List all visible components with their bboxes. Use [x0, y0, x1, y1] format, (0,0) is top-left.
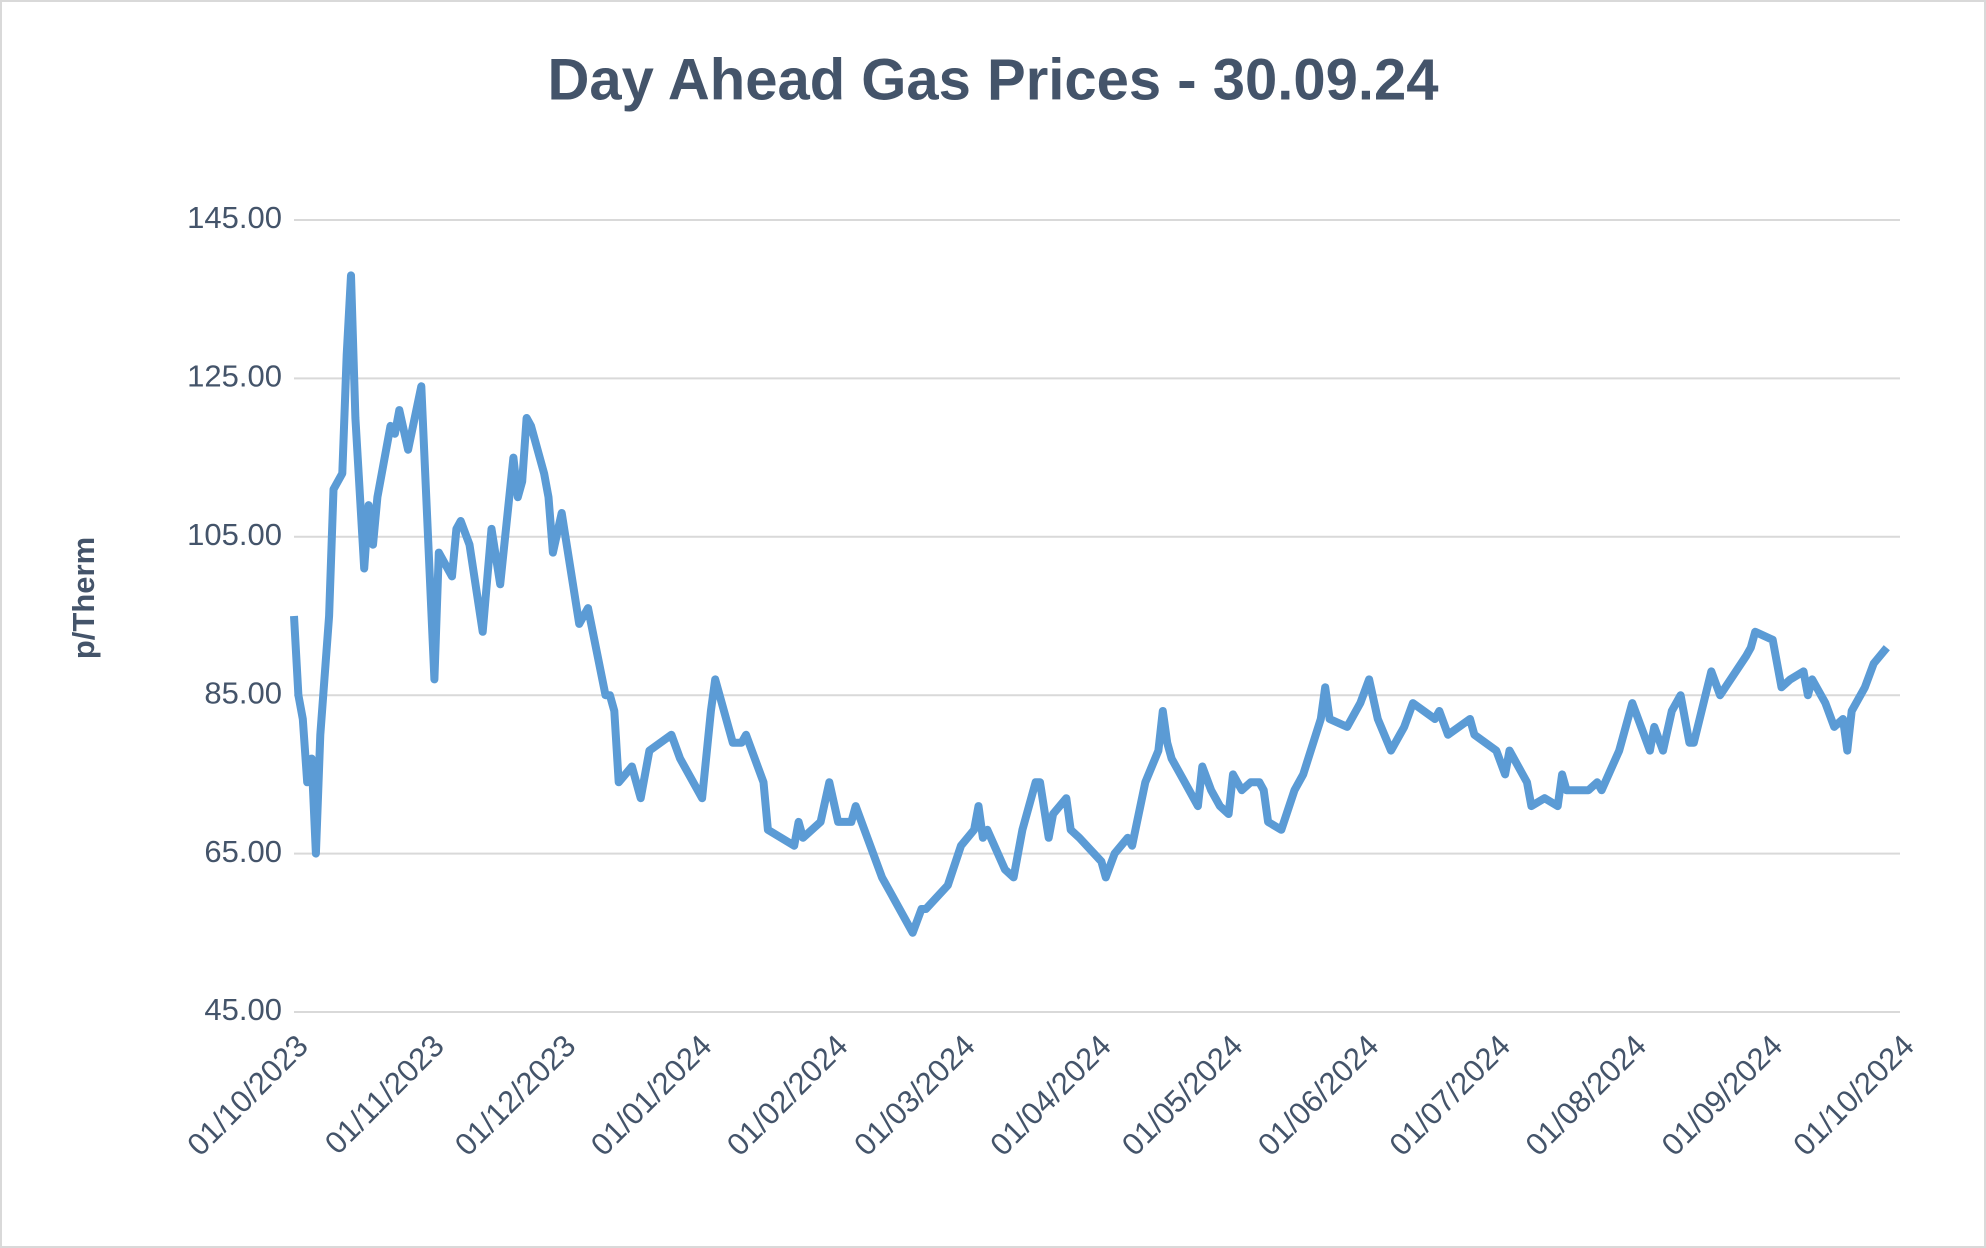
price-line	[290, 271, 1890, 937]
y-tick-label: 65.00	[204, 834, 282, 869]
chart-title: Day Ahead Gas Prices - 30.09.24	[548, 47, 1439, 112]
y-tick-label: 145.00	[187, 200, 282, 235]
y-tick-label: 105.00	[187, 517, 282, 552]
y-axis-label: p/Therm	[66, 537, 101, 659]
y-tick-label: 85.00	[204, 675, 282, 710]
y-tick-label: 45.00	[204, 992, 282, 1027]
y-tick-label: 125.00	[187, 359, 282, 394]
